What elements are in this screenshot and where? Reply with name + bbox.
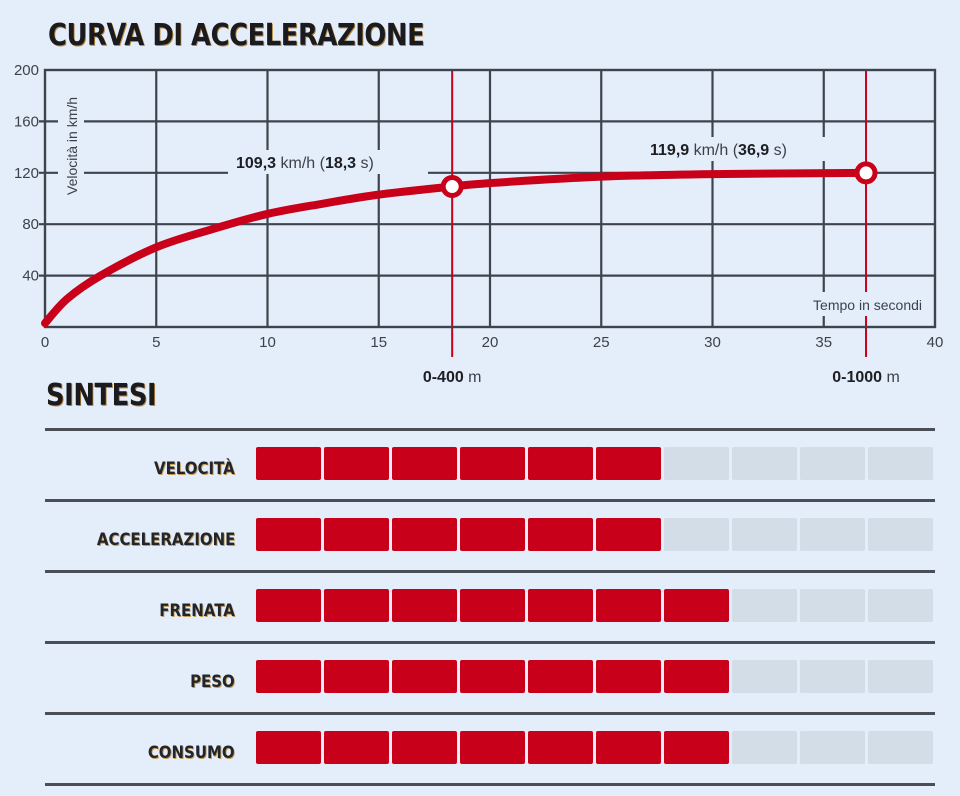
- summary-row-label: CONSUMO: [148, 743, 235, 763]
- score-segment-empty: [732, 660, 797, 693]
- score-segment-filled: [596, 731, 661, 764]
- score-bar: [256, 660, 933, 693]
- y-tick-label: 80: [22, 216, 39, 233]
- score-segment-filled: [392, 731, 457, 764]
- score-segment-filled: [664, 731, 729, 764]
- score-segment-filled: [324, 660, 389, 693]
- score-segment-empty: [800, 660, 865, 693]
- y-tick-label: 40: [22, 268, 39, 285]
- summary-row: CONSUMO: [45, 712, 935, 786]
- score-segment-filled: [460, 518, 525, 551]
- chart-title: CURVA DI ACCELERAZIONE: [48, 18, 425, 53]
- score-segment-filled: [324, 447, 389, 480]
- x-tick-label: 40: [927, 334, 944, 351]
- acceleration-chart: 0 5 10 15 20 25 30 35 40 40 80 120 160 200 Velocità in…: [14, 62, 943, 386]
- score-segment-empty: [800, 447, 865, 480]
- score-segment-filled: [392, 518, 457, 551]
- x-tick-label: 10: [259, 334, 276, 351]
- score-segment-filled: [528, 589, 593, 622]
- y-axis-label: Velocità in km/h: [64, 97, 80, 195]
- score-segment-empty: [868, 660, 933, 693]
- score-segment-empty: [800, 731, 865, 764]
- score-segment-filled: [664, 589, 729, 622]
- summary-row: FRENATA: [45, 570, 935, 641]
- score-bar: [256, 731, 933, 764]
- score-segment-filled: [256, 447, 321, 480]
- summary-row: PESO: [45, 641, 935, 712]
- score-segment-empty: [868, 589, 933, 622]
- score-segment-empty: [732, 447, 797, 480]
- score-segment-filled: [392, 589, 457, 622]
- score-segment-empty: [868, 731, 933, 764]
- score-segment-empty: [868, 447, 933, 480]
- score-segment-filled: [460, 447, 525, 480]
- marker-label: 109,3 km/h (18,3 s): [236, 155, 374, 172]
- x-tick-label: 25: [593, 334, 610, 351]
- score-segment-filled: [256, 589, 321, 622]
- score-segment-filled: [596, 518, 661, 551]
- summary-table: VELOCITÀ ACCELERAZIONE FRENATA PESO CONSUMO: [45, 428, 935, 786]
- distance-label: 0-1000 m: [832, 369, 900, 386]
- score-segment-empty: [732, 589, 797, 622]
- score-segment-filled: [460, 589, 525, 622]
- score-segment-filled: [596, 660, 661, 693]
- summary-row: VELOCITÀ: [45, 428, 935, 499]
- score-segment-filled: [460, 660, 525, 693]
- summary-row-label: VELOCITÀ: [154, 459, 235, 479]
- marker-label: 119,9 km/h (36,9 s): [650, 142, 787, 159]
- y-tick-label: 160: [14, 113, 39, 130]
- score-segment-filled: [324, 731, 389, 764]
- score-segment-filled: [528, 518, 593, 551]
- speed-curve: [41, 168, 871, 328]
- summary-row-label: PESO: [190, 672, 235, 692]
- distance-label: 0-400 m: [423, 369, 482, 386]
- x-tick-label: 5: [152, 334, 160, 351]
- score-segment-filled: [392, 447, 457, 480]
- x-axis-label: Tempo in secondi: [813, 297, 922, 313]
- score-segment-filled: [528, 447, 593, 480]
- score-segment-filled: [596, 589, 661, 622]
- score-segment-empty: [732, 731, 797, 764]
- score-segment-filled: [596, 447, 661, 480]
- score-segment-filled: [528, 660, 593, 693]
- score-segment-filled: [528, 731, 593, 764]
- score-bar: [256, 518, 933, 551]
- summary-row: ACCELERAZIONE: [45, 499, 935, 570]
- data-point-marker: [854, 161, 878, 185]
- score-segment-filled: [324, 518, 389, 551]
- score-segment-filled: [256, 660, 321, 693]
- summary-row-label: FRENATA: [159, 601, 235, 621]
- plot-frame: [43, 68, 937, 329]
- chart-grid: [39, 70, 935, 327]
- score-segment-empty: [664, 518, 729, 551]
- score-segment-filled: [460, 731, 525, 764]
- x-tick-label: 0: [41, 334, 49, 351]
- score-segment-filled: [324, 589, 389, 622]
- score-segment-empty: [664, 447, 729, 480]
- data-point-marker: [440, 175, 464, 199]
- score-bar: [256, 589, 933, 622]
- x-tick-label: 35: [815, 334, 832, 351]
- score-segment-filled: [664, 660, 729, 693]
- x-tick-label: 20: [482, 334, 499, 351]
- score-segment-empty: [800, 518, 865, 551]
- score-bar: [256, 447, 933, 480]
- score-segment-filled: [392, 660, 457, 693]
- score-segment-empty: [800, 589, 865, 622]
- score-segment-filled: [256, 518, 321, 551]
- score-segment-filled: [256, 731, 321, 764]
- x-tick-label: 30: [704, 334, 721, 351]
- annotations: 109,3 km/h (18,3 s) 0-400 m 119,9 km/h (36…: [228, 137, 900, 386]
- summary-title: SINTESI: [46, 378, 157, 413]
- score-segment-empty: [868, 518, 933, 551]
- score-segment-empty: [732, 518, 797, 551]
- y-tick-label: 200: [14, 62, 39, 79]
- x-tick-label: 15: [370, 334, 387, 351]
- summary-row-label: ACCELERAZIONE: [96, 530, 235, 550]
- speed-line: [41, 168, 871, 328]
- axis-labels: 0 5 10 15 20 25 30 35 40 40 80 120 160 200 Velocità in…: [14, 62, 943, 351]
- y-tick-label: 120: [14, 165, 39, 182]
